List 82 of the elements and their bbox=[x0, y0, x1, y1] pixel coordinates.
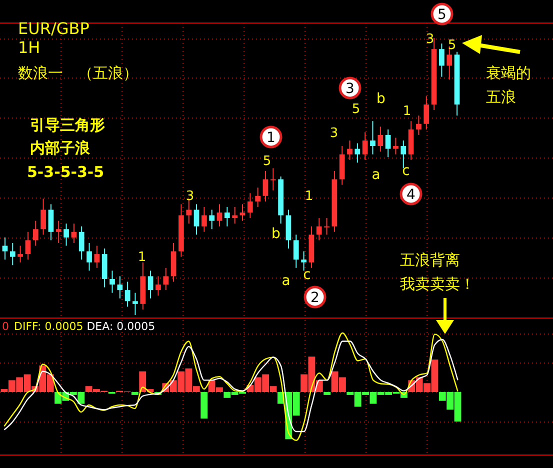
candlestick bbox=[416, 115, 422, 136]
candlestick bbox=[424, 96, 430, 130]
annotation: b bbox=[272, 226, 281, 242]
annotation: 数浪一 （五浪） bbox=[18, 64, 138, 82]
candlestick bbox=[148, 270, 154, 299]
annotation: 4 bbox=[406, 187, 416, 203]
candlestick bbox=[301, 250, 306, 272]
annotation: 5 bbox=[352, 102, 360, 117]
candlestick bbox=[347, 140, 352, 160]
candlestick bbox=[64, 223, 69, 246]
text: 五浪 bbox=[486, 88, 516, 106]
annotation: 3 bbox=[426, 32, 434, 47]
candlestick bbox=[132, 292, 138, 316]
candlestick bbox=[48, 204, 54, 241]
candlestick bbox=[71, 223, 77, 244]
candlestick bbox=[385, 128, 391, 158]
candlestick bbox=[156, 276, 161, 296]
annotation: 5-3-5-3-5 bbox=[27, 163, 104, 181]
candlestick bbox=[370, 120, 376, 155]
candlestick bbox=[86, 242, 92, 272]
bar bbox=[131, 392, 138, 395]
candlestick bbox=[78, 226, 84, 260]
text: DIFF: 0.0005 bbox=[14, 320, 87, 333]
annotation: 1 bbox=[266, 130, 276, 146]
annotation: 3 bbox=[186, 189, 194, 204]
annotation: 5 bbox=[448, 38, 456, 53]
candlestick bbox=[209, 209, 215, 230]
candlestick bbox=[293, 234, 299, 268]
candlestick bbox=[117, 276, 123, 299]
annotation: 2 bbox=[310, 290, 320, 306]
candlestick bbox=[224, 206, 230, 227]
bar bbox=[324, 392, 331, 395]
annotation: 1 bbox=[402, 104, 412, 119]
annotation: 五浪背离 bbox=[400, 251, 460, 269]
candlestick bbox=[18, 245, 23, 263]
text: 衰竭的 bbox=[486, 64, 531, 82]
candlestick bbox=[40, 198, 46, 236]
candlestick bbox=[124, 281, 130, 308]
annotation: c bbox=[402, 163, 410, 179]
text: 5 bbox=[438, 7, 446, 23]
annotation: 0 bbox=[2, 320, 9, 333]
candlestick bbox=[262, 170, 268, 202]
annotation: 1 bbox=[304, 189, 314, 204]
annotation: c bbox=[303, 267, 311, 283]
candlestick bbox=[32, 220, 38, 246]
candlestick bbox=[94, 245, 100, 268]
candlestick bbox=[400, 140, 406, 169]
annotation: 1 bbox=[138, 250, 146, 265]
annotation: 3 bbox=[346, 81, 354, 97]
candlestick bbox=[202, 206, 207, 232]
candlestick bbox=[110, 270, 115, 294]
annotation: a bbox=[372, 167, 380, 183]
candlestick bbox=[324, 218, 330, 236]
chart-title: EUR/GBP bbox=[18, 19, 90, 38]
candlestick bbox=[393, 137, 398, 155]
candlestick bbox=[270, 168, 276, 191]
annotation: b bbox=[376, 91, 386, 107]
candlestick bbox=[378, 126, 384, 152]
candlestick bbox=[232, 206, 238, 224]
candlestick bbox=[10, 242, 16, 266]
chart-subtitle: 1H bbox=[18, 38, 40, 57]
candlestick bbox=[216, 204, 222, 227]
candlestick bbox=[163, 267, 169, 291]
candlestick bbox=[240, 204, 246, 222]
annotation: 5 bbox=[262, 154, 272, 169]
candlestick bbox=[362, 132, 368, 160]
candlestick bbox=[247, 192, 253, 219]
annotation: a bbox=[282, 273, 290, 289]
candlestick bbox=[316, 218, 322, 241]
annotation: 3 bbox=[330, 126, 338, 141]
candlestick bbox=[354, 142, 360, 164]
candlestick bbox=[2, 236, 8, 260]
annotation: 我卖卖卖！ bbox=[400, 275, 475, 293]
candlestick bbox=[56, 220, 62, 244]
text: DEA: 0.0005 bbox=[86, 320, 156, 333]
annotation: 引导三角形 bbox=[30, 116, 105, 134]
candlestick bbox=[194, 204, 200, 236]
annotation: 内部子浪 bbox=[30, 139, 91, 157]
candlestick bbox=[255, 187, 260, 208]
candlestick bbox=[439, 43, 444, 78]
candlestick bbox=[25, 231, 31, 260]
bar bbox=[200, 392, 208, 419]
